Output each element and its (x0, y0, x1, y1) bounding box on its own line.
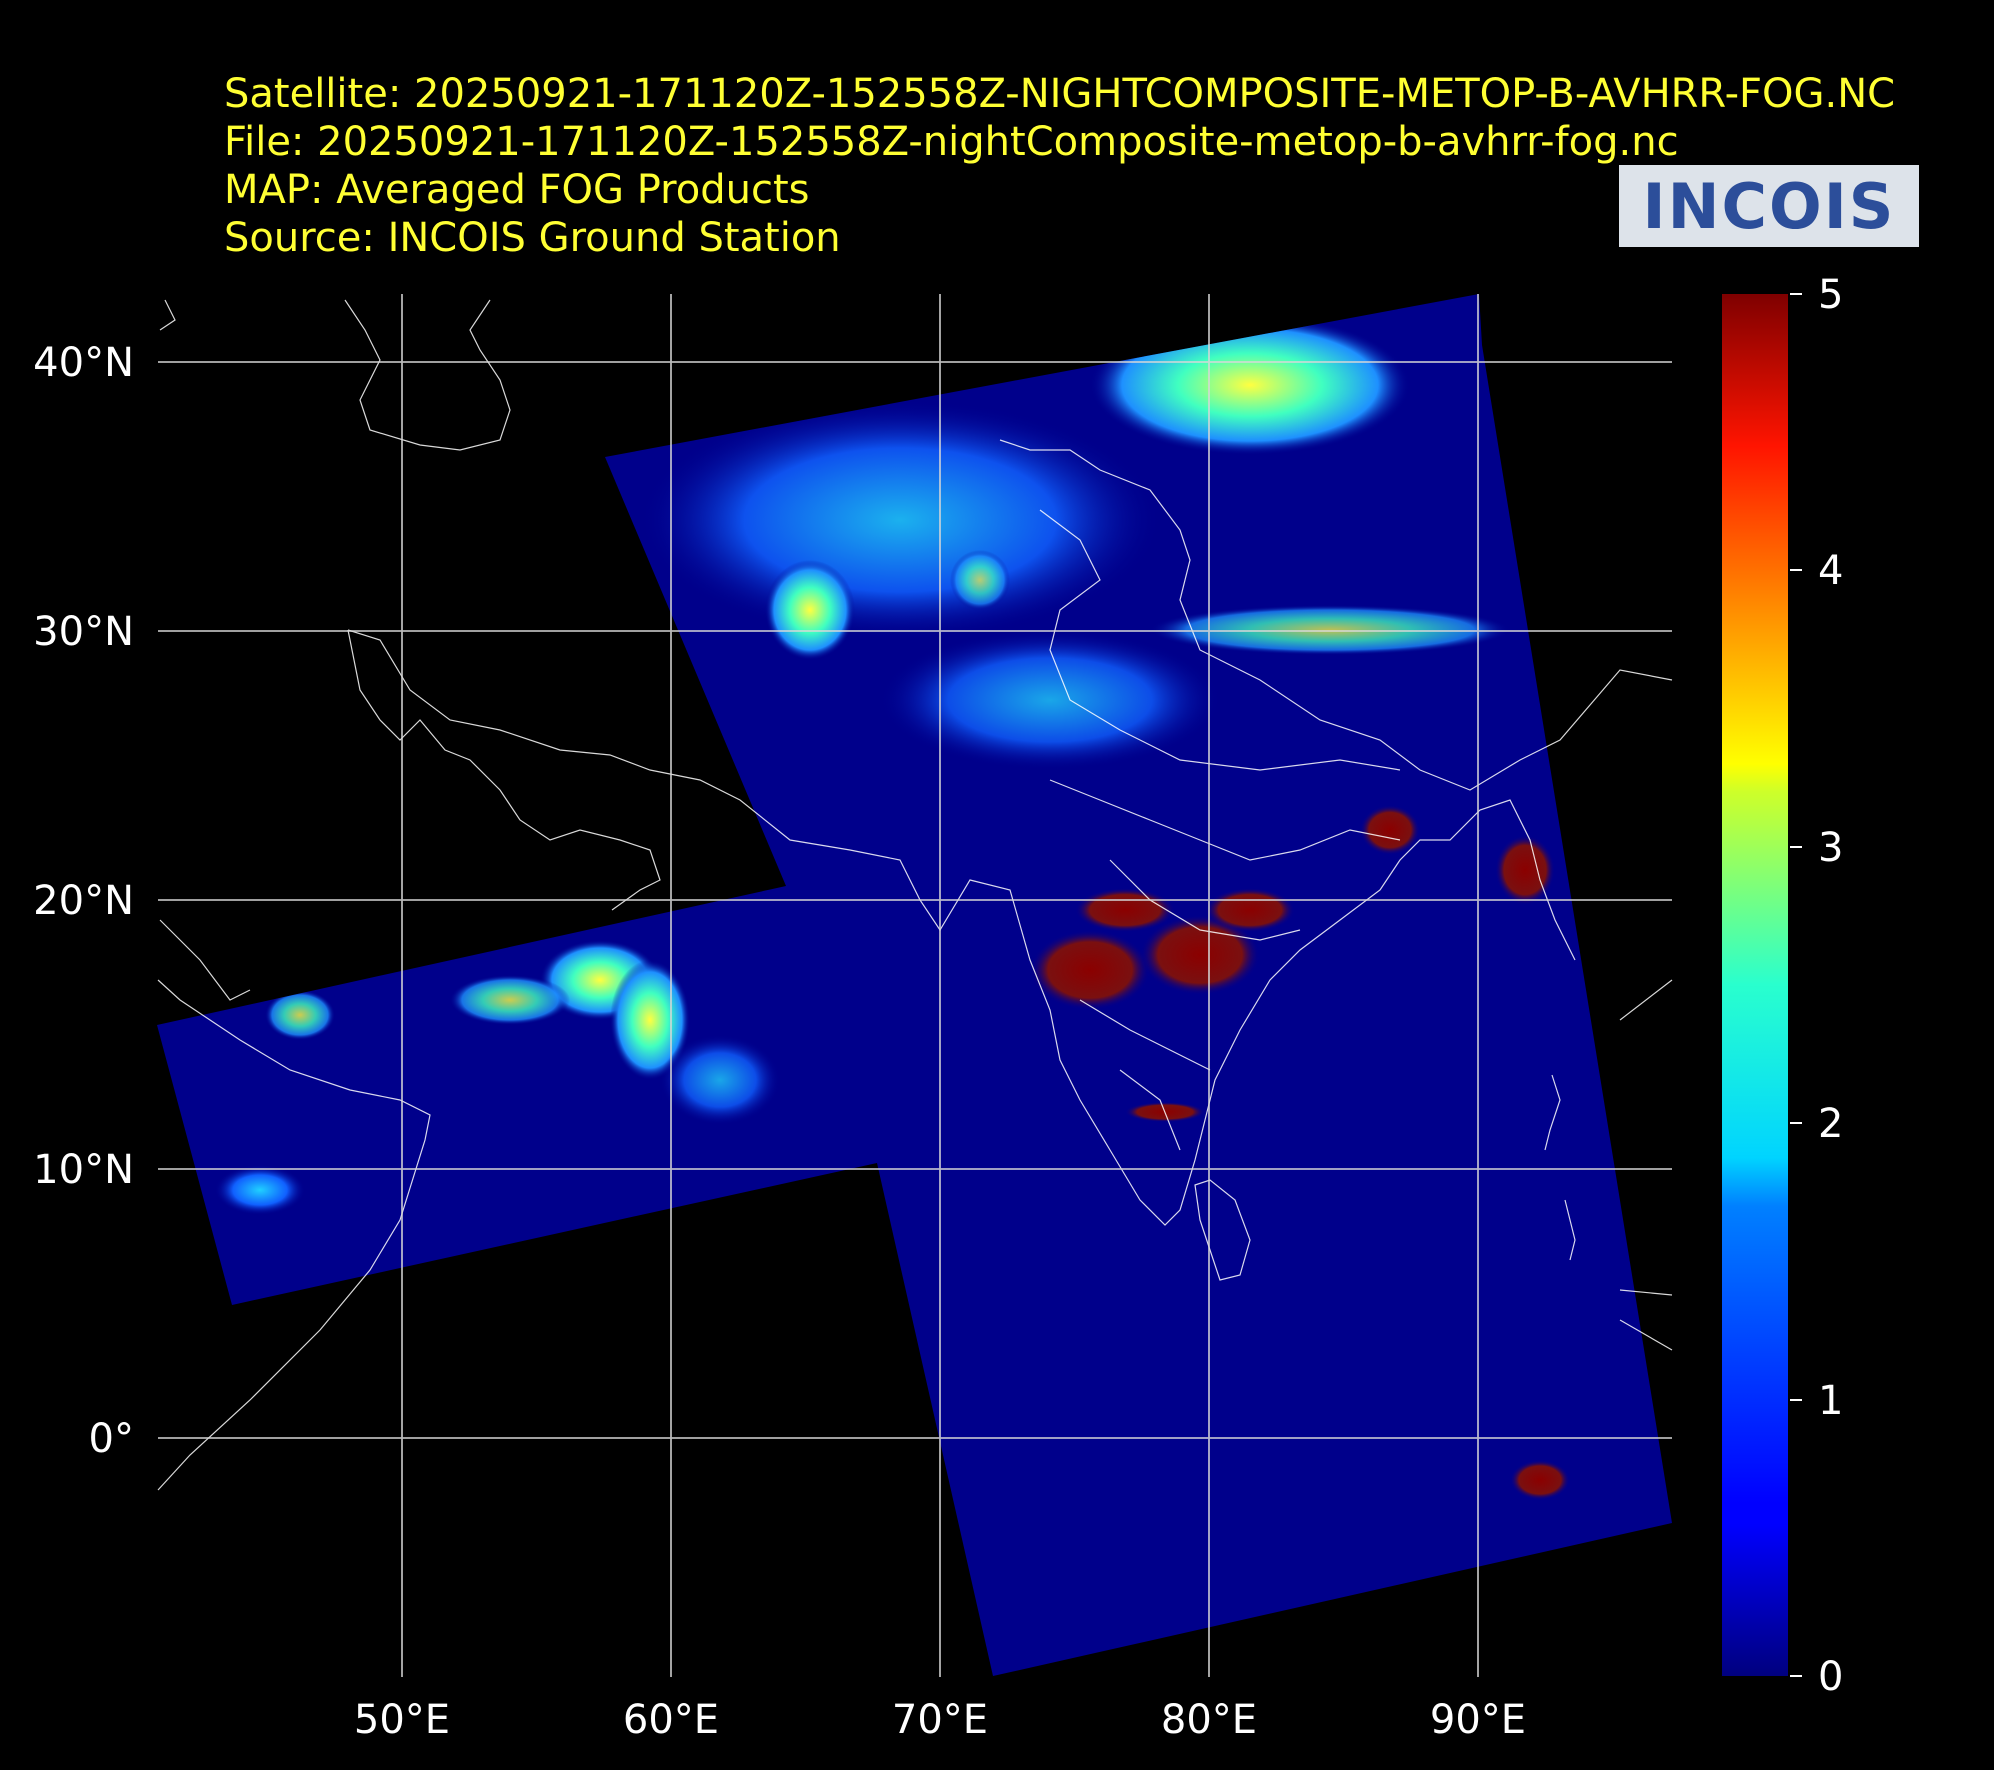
lat-label-40: 40°N (33, 340, 134, 386)
colorbar-labels: 5 4 3 2 1 0 (1818, 272, 1843, 1700)
lat-label-10: 10°N (33, 1147, 134, 1193)
longitude-labels: 50°E 60°E 70°E 80°E 90°E (354, 1697, 1526, 1743)
lon-label-50: 50°E (354, 1697, 450, 1743)
title-block: Satellite: 20250921-171120Z-152558Z-NIGH… (224, 70, 1895, 262)
lon-label-90: 90°E (1430, 1697, 1526, 1743)
colorbar-label-2: 2 (1818, 1101, 1843, 1147)
file-line: File: 20250921-171120Z-152558Z-nightComp… (224, 119, 1679, 165)
colorbar (1722, 294, 1788, 1676)
colorbar-label-3: 3 (1818, 825, 1843, 871)
cloud-layer (215, 315, 1570, 1500)
lon-label-60: 60°E (623, 1697, 719, 1743)
lon-label-80: 80°E (1161, 1697, 1257, 1743)
source-line: Source: INCOIS Ground Station (224, 215, 841, 261)
coastlines (157, 299, 1673, 1491)
lon-label-70: 70°E (892, 1697, 988, 1743)
colorbar-label-1: 1 (1818, 1378, 1843, 1424)
lat-label-0: 0° (89, 1416, 134, 1462)
colorbar-ticks (1790, 293, 1802, 1677)
colorbar-label-0: 0 (1818, 1654, 1843, 1700)
satellite-line: Satellite: 20250921-171120Z-152558Z-NIGH… (224, 71, 1896, 117)
latitude-labels: 40°N 30°N 20°N 10°N 0° (33, 340, 134, 1462)
lat-label-30: 30°N (33, 609, 134, 655)
colorbar-label-5: 5 (1818, 272, 1843, 318)
incois-logo: INCOIS (1619, 165, 1919, 247)
colorbar-label-4: 4 (1818, 548, 1843, 594)
gridlines (158, 294, 1672, 1677)
map-line: MAP: Averaged FOG Products (224, 167, 810, 213)
lat-label-20: 20°N (33, 878, 134, 924)
